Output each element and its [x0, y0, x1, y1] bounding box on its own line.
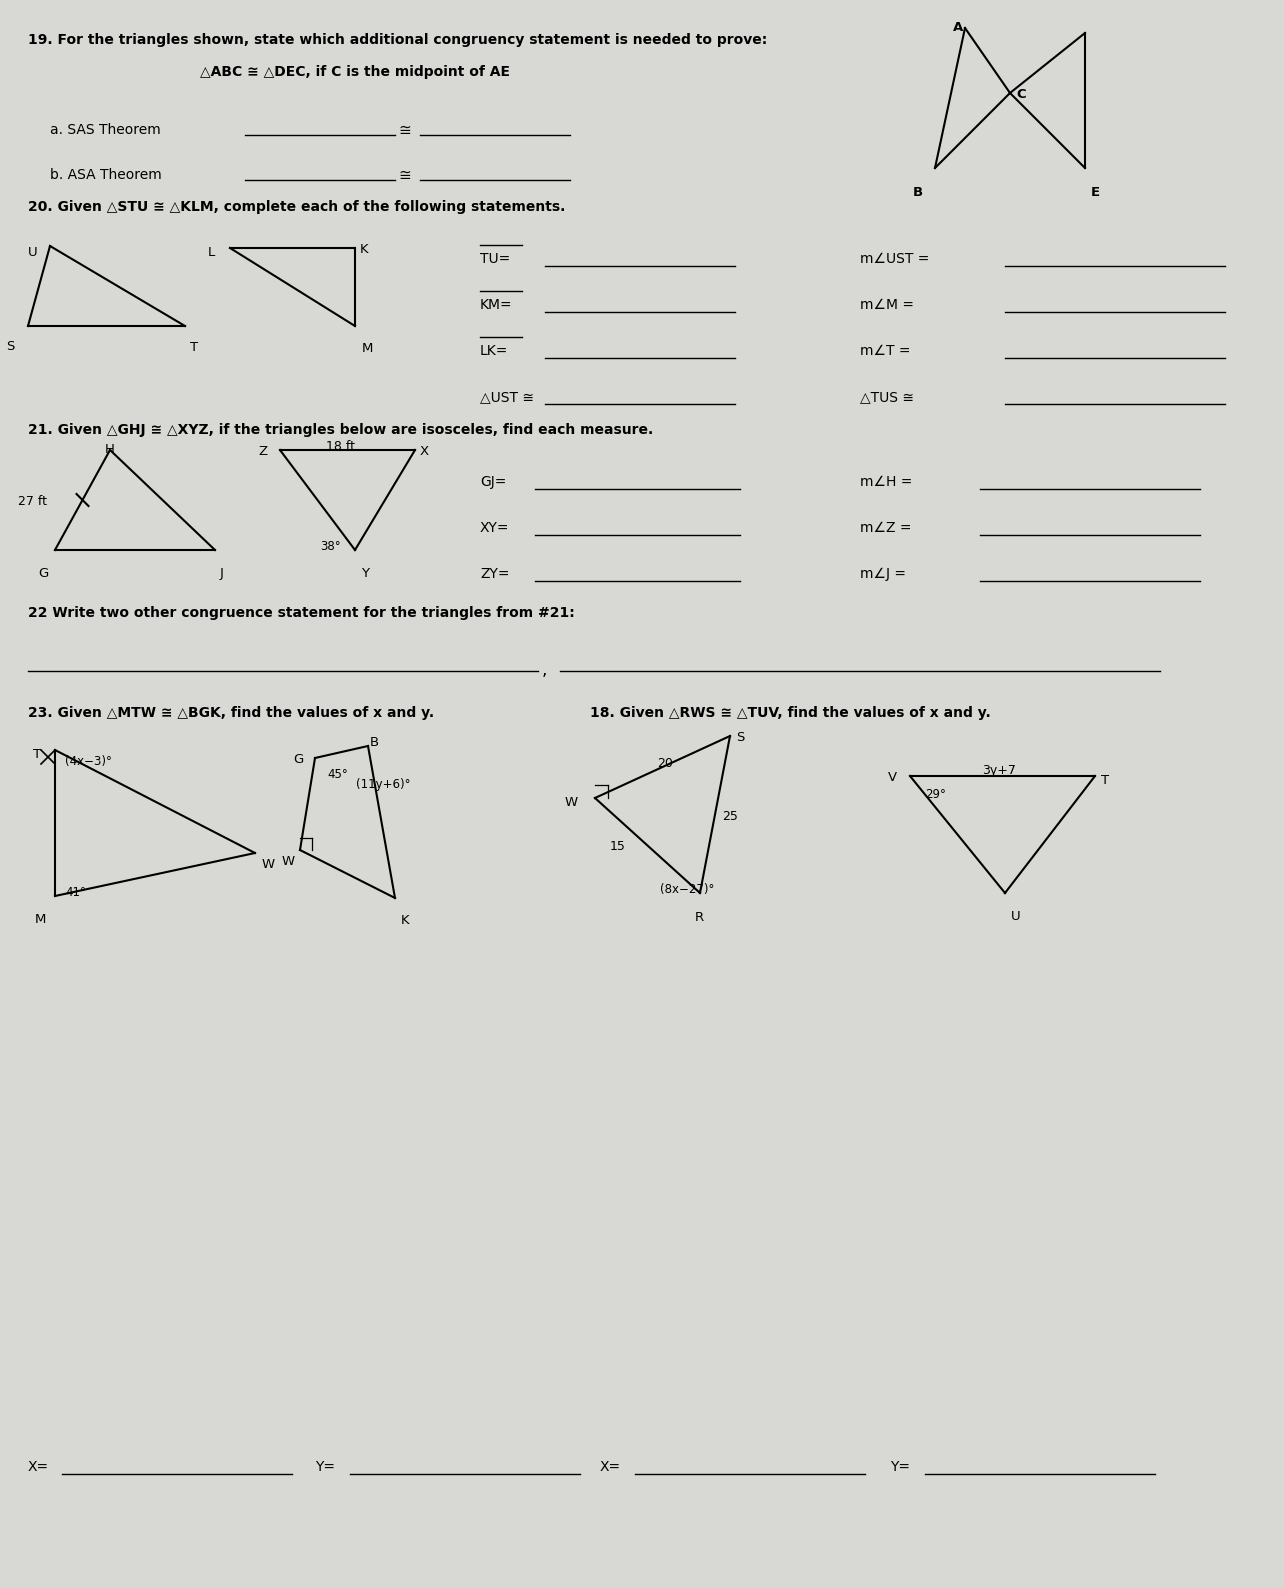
Text: TU=: TU=: [480, 252, 510, 267]
Text: J: J: [220, 567, 223, 580]
Text: m∠UST =: m∠UST =: [860, 252, 930, 267]
Text: 38°: 38°: [320, 540, 340, 553]
Text: 25: 25: [722, 810, 738, 823]
Text: Y=: Y=: [315, 1459, 335, 1474]
Text: W: W: [565, 796, 578, 808]
Text: B: B: [370, 735, 379, 750]
Text: ≅: ≅: [398, 122, 411, 138]
Text: △TUS ≅: △TUS ≅: [860, 391, 914, 403]
Text: W: W: [262, 858, 275, 870]
Text: Z: Z: [258, 445, 267, 457]
Text: ≅: ≅: [398, 168, 411, 183]
Text: 41°: 41°: [65, 886, 86, 899]
Text: G: G: [293, 753, 303, 765]
Text: X=: X=: [600, 1459, 621, 1474]
Text: M: M: [35, 913, 46, 926]
Text: m∠T =: m∠T =: [860, 345, 910, 357]
Text: (8x−27)°: (8x−27)°: [660, 883, 714, 896]
Text: H: H: [105, 443, 114, 456]
Text: ZY=: ZY=: [480, 567, 510, 581]
Text: 3y+7: 3y+7: [982, 764, 1017, 777]
Text: R: R: [695, 912, 704, 924]
Text: 29°: 29°: [924, 788, 946, 800]
Text: X=: X=: [28, 1459, 49, 1474]
Text: S: S: [736, 730, 745, 745]
Text: C: C: [1016, 87, 1026, 102]
Text: 18 ft: 18 ft: [326, 440, 354, 453]
Text: m∠Z =: m∠Z =: [860, 521, 912, 535]
Text: W: W: [282, 854, 295, 869]
Text: 27 ft: 27 ft: [18, 495, 48, 508]
Text: S: S: [6, 340, 14, 353]
Text: KM=: KM=: [480, 299, 512, 311]
Text: 19. For the triangles shown, state which additional congruency statement is need: 19. For the triangles shown, state which…: [28, 33, 768, 48]
Text: Y=: Y=: [890, 1459, 910, 1474]
Text: (11y+6)°: (11y+6)°: [356, 778, 411, 791]
Text: 15: 15: [610, 840, 625, 853]
Text: GJ=: GJ=: [480, 475, 506, 489]
Text: L: L: [208, 246, 216, 259]
Text: 45°: 45°: [327, 769, 348, 781]
Text: Y: Y: [361, 567, 369, 580]
Text: U: U: [1011, 910, 1021, 923]
Text: △ABC ≅ △DEC, if C is the midpoint of AE: △ABC ≅ △DEC, if C is the midpoint of AE: [200, 65, 510, 79]
Text: B: B: [913, 186, 923, 198]
Text: K: K: [401, 915, 410, 927]
Text: LK=: LK=: [480, 345, 508, 357]
Text: U: U: [28, 246, 37, 259]
Text: XY=: XY=: [480, 521, 510, 535]
Text: 22 Write two other congruence statement for the triangles from #21:: 22 Write two other congruence statement …: [28, 607, 575, 619]
Text: G: G: [39, 567, 49, 580]
Text: X: X: [420, 445, 429, 457]
Text: 20: 20: [657, 757, 673, 770]
Text: a. SAS Theorem: a. SAS Theorem: [50, 122, 160, 137]
Text: m∠M =: m∠M =: [860, 299, 914, 311]
Text: K: K: [360, 243, 369, 256]
Text: M: M: [362, 341, 374, 356]
Text: ,: ,: [542, 661, 547, 680]
Text: T: T: [190, 341, 198, 354]
Text: E: E: [1091, 186, 1100, 198]
Text: △UST ≅: △UST ≅: [480, 391, 534, 403]
Text: T: T: [1100, 773, 1109, 788]
Text: 23. Given △MTW ≅ △BGK, find the values of x and y.: 23. Given △MTW ≅ △BGK, find the values o…: [28, 707, 434, 719]
Text: (4x−3)°: (4x−3)°: [65, 754, 112, 769]
Text: m∠J =: m∠J =: [860, 567, 907, 581]
Text: m∠H =: m∠H =: [860, 475, 913, 489]
Text: b. ASA Theorem: b. ASA Theorem: [50, 168, 162, 183]
Text: A: A: [953, 21, 963, 33]
Text: V: V: [889, 772, 898, 784]
Text: 21. Given △GHJ ≅ △XYZ, if the triangles below are isosceles, find each measure.: 21. Given △GHJ ≅ △XYZ, if the triangles …: [28, 422, 654, 437]
Text: 20. Given △STU ≅ △KLM, complete each of the following statements.: 20. Given △STU ≅ △KLM, complete each of …: [28, 200, 565, 214]
Text: 18. Given △RWS ≅ △TUV, find the values of x and y.: 18. Given △RWS ≅ △TUV, find the values o…: [591, 707, 991, 719]
Text: T: T: [33, 748, 41, 761]
